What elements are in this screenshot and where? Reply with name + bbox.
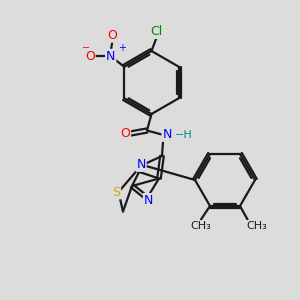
Text: S: S [112,185,120,199]
Text: CH₃: CH₃ [246,221,267,231]
Text: −H: −H [175,130,193,140]
Text: CH₃: CH₃ [190,221,212,231]
Text: N: N [106,50,116,63]
Text: +: + [118,43,126,53]
Text: N: N [144,194,153,207]
Text: N: N [136,158,146,171]
Text: −: − [82,43,90,53]
Text: O: O [107,29,117,42]
Text: O: O [120,127,130,140]
Text: Cl: Cl [150,25,162,38]
Text: O: O [85,50,95,63]
Text: N: N [162,128,172,141]
